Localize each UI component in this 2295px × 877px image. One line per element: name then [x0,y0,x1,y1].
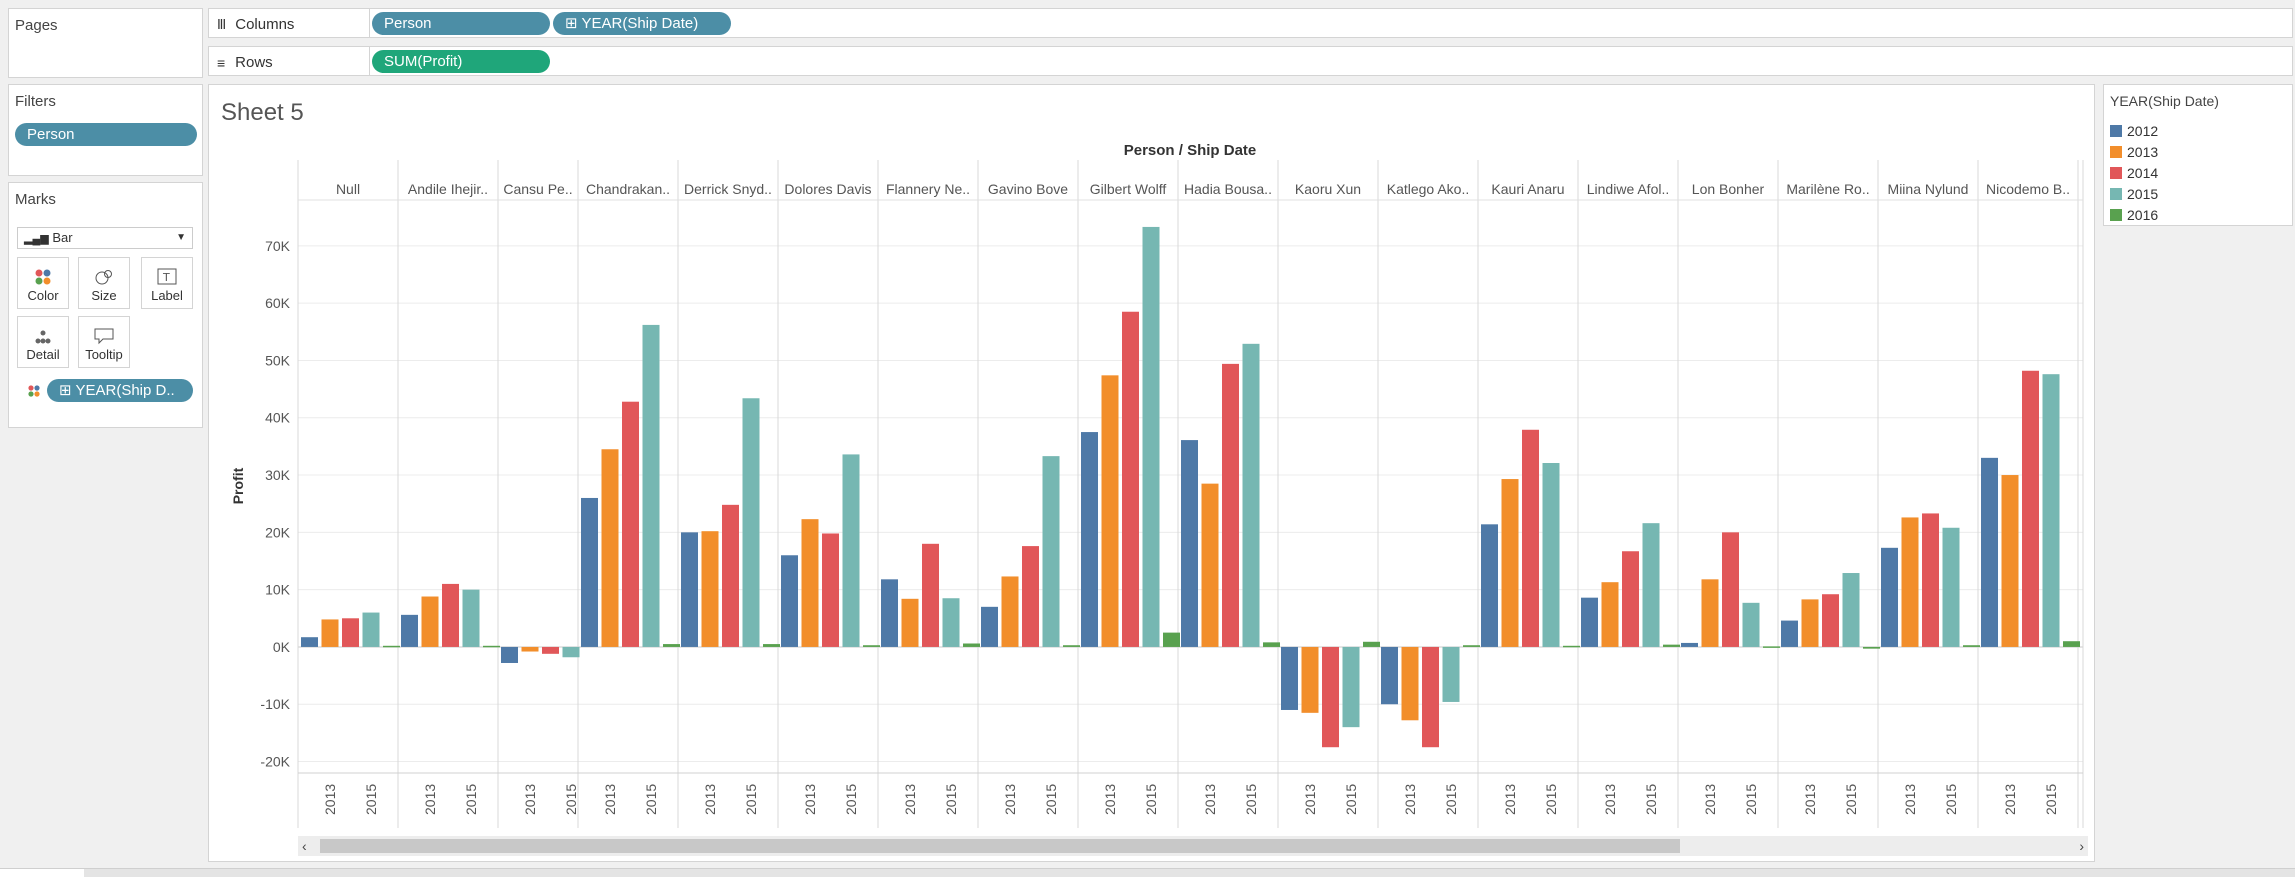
legend-item-2016[interactable]: 2016 [2110,207,2158,223]
filters-panel: Filters Person [8,84,203,176]
legend-label: 2015 [2127,186,2159,202]
columns-pill-person[interactable]: Person [372,12,550,35]
legend-panel: YEAR(Ship Date) 2012 2013 2014 2015 2016 [2103,84,2293,226]
scroll-right-icon[interactable]: › [2079,838,2084,854]
expand-icon: ⊞ [565,15,578,32]
legend-swatch [2110,146,2122,158]
mark-type-label: Bar [52,230,73,245]
legend-swatch [2110,167,2122,179]
legend-label: 2013 [2127,144,2159,160]
legend-swatch [2110,125,2122,137]
color-card[interactable]: Color [17,257,69,309]
chevron-down-icon: ▼ [176,232,186,243]
color-card-label: Color [27,288,59,303]
size-icon [95,270,112,285]
svg-text:T: T [162,271,170,284]
marks-title: Marks [15,191,56,208]
scroll-left-icon[interactable]: ‹ [302,838,307,854]
legend-label: 2012 [2127,123,2159,139]
columns-label: Columns [235,16,295,33]
detail-icon [35,330,51,344]
mark-type-dropdown[interactable]: ▂▄▆ Bar ▼ [17,227,193,249]
legend-title: YEAR(Ship Date) [2110,93,2219,109]
size-card[interactable]: Size [78,257,130,309]
marks-panel: Marks ▂▄▆ Bar ▼ Color Size T Label Detai… [8,182,203,428]
rows-shelf[interactable]: ≡ Rows SUM(Profit) [208,46,2293,76]
label-icon: T [157,268,177,285]
bar-chart-icon: ▂▄▆ [24,233,49,245]
expand-icon: ⊞ [59,382,72,399]
rows-pill-sum-profit[interactable]: SUM(Profit) [372,50,550,73]
legend-item-2013[interactable]: 2013 [2110,144,2158,160]
detail-card[interactable]: Detail [17,316,69,368]
sheet-tab-bar [0,868,2295,877]
rows-icon: ≡ [217,54,226,71]
sheet-panel: Sheet 5 [208,84,2095,862]
legend-label: 2014 [2127,165,2159,181]
rows-label: Rows [235,54,273,71]
horizontal-scrollbar[interactable]: ‹ › [298,836,2088,856]
active-sheet-tab[interactable] [0,869,84,877]
color-icon [35,269,51,285]
pages-title: Pages [15,17,58,34]
legend-swatch [2110,188,2122,200]
label-card-label: Label [151,288,183,303]
columns-pill-year-label: YEAR(Ship Date) [581,15,699,32]
tooltip-card[interactable]: Tooltip [78,316,130,368]
tooltip-card-label: Tooltip [85,347,123,362]
legend-item-2014[interactable]: 2014 [2110,165,2158,181]
detail-card-label: Detail [26,347,60,362]
size-card-label: Size [91,288,117,303]
scrollbar-thumb[interactable] [320,839,1680,853]
legend-item-2012[interactable]: 2012 [2110,123,2158,139]
columns-icon: ⅡⅠ [217,16,226,32]
color-field-label: YEAR(Ship D.. [75,382,175,399]
sheet-title: Sheet 5 [221,99,304,126]
pages-panel: Pages [8,8,203,78]
label-card[interactable]: T Label [141,257,193,309]
legend-item-2015[interactable]: 2015 [2110,186,2158,202]
filter-pill-person[interactable]: Person [15,123,197,146]
filters-title: Filters [15,93,56,110]
color-field-pill[interactable]: ⊞ YEAR(Ship D.. [47,379,193,402]
tooltip-icon [94,328,114,345]
legend-label: 2016 [2127,207,2159,223]
columns-shelf[interactable]: ⅡⅠ Columns Person ⊞ YEAR(Ship Date) [208,8,2293,38]
legend-swatch [2110,209,2122,221]
color-field-icon [27,384,41,403]
columns-pill-year-ship-date[interactable]: ⊞ YEAR(Ship Date) [553,12,731,35]
